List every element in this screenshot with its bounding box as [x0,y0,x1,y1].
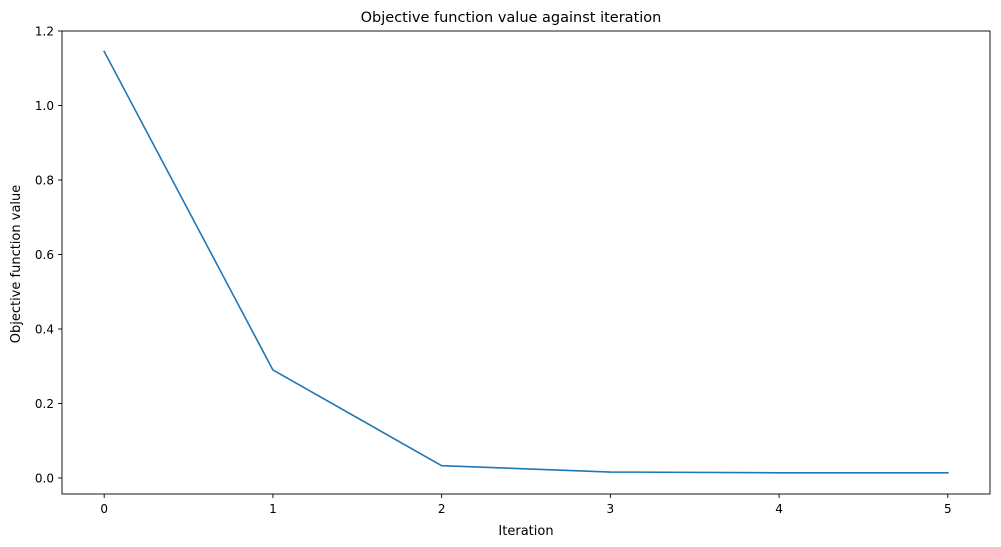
x-tick-label: 2 [438,502,446,516]
y-tick-label: 1.2 [35,25,54,39]
y-tick-label: 1.0 [35,99,54,113]
x-axis-label: Iteration [498,524,553,539]
x-tick-label: 1 [269,502,277,516]
plot-area: 0.0 0.2 0.4 0.6 0.8 1.0 1.2 0 1 2 3 4 5 [35,25,991,516]
x-tick-label: 5 [944,502,952,516]
y-axis-ticks: 0.0 0.2 0.4 0.6 0.8 1.0 1.2 [35,25,62,485]
y-tick-label: 0.6 [35,248,54,262]
y-axis-label: Objective function value [9,185,24,344]
series-line [103,50,949,474]
x-tick-label: 4 [775,502,783,516]
chart-title: Objective function value against iterati… [361,10,662,26]
y-tick-label: 0.4 [35,322,54,336]
plot-frame [61,30,991,495]
y-tick-label: 0.0 [35,471,54,485]
series-layer [103,50,949,474]
x-tick-label: 0 [100,502,108,516]
y-tick-label: 0.8 [35,173,54,187]
x-tick-label: 3 [607,502,615,516]
x-axis-ticks: 0 1 2 3 4 5 [100,494,952,516]
y-tick-label: 0.2 [35,397,54,411]
